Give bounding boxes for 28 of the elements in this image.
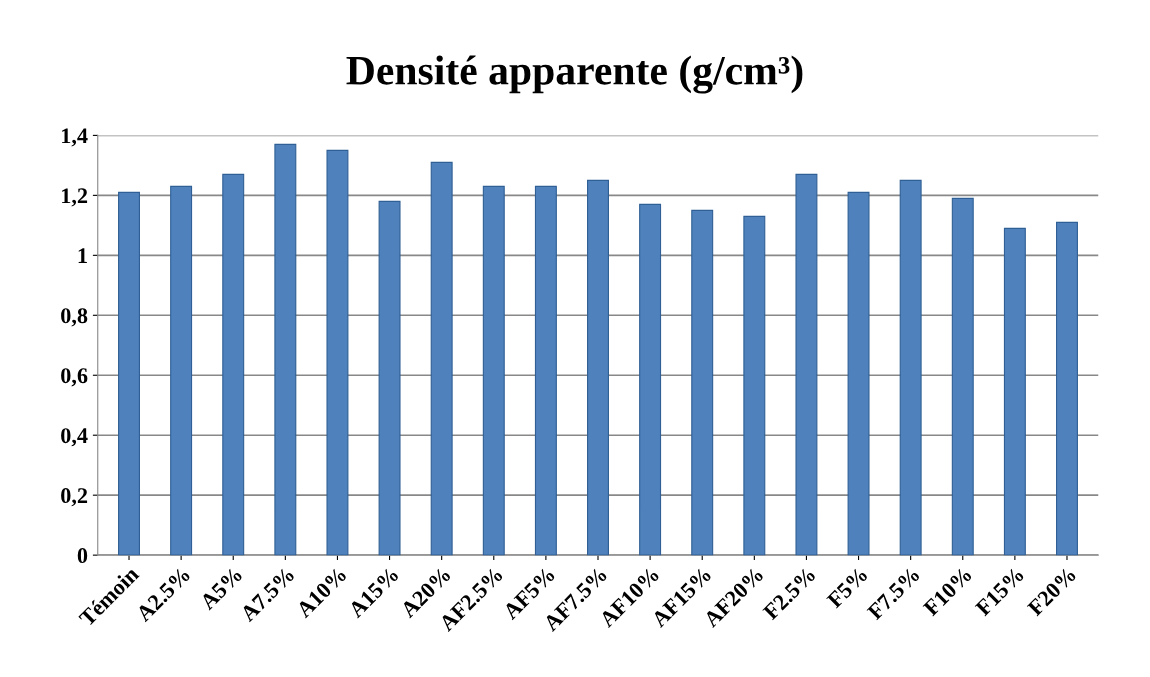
y-tick-label: 0 <box>77 548 88 564</box>
bar <box>587 179 609 556</box>
bar <box>326 149 349 556</box>
bar <box>222 173 245 556</box>
y-tick-label: 0,4 <box>61 428 88 447</box>
bar <box>118 191 140 556</box>
bar <box>899 179 922 556</box>
y-tick-label: 1,4 <box>62 128 88 147</box>
bar <box>951 197 974 556</box>
bar <box>639 203 662 556</box>
y-tick-label: 0,6 <box>61 368 88 387</box>
y-tick-label: 0,2 <box>61 488 88 507</box>
bar <box>274 143 297 556</box>
bar <box>691 209 714 556</box>
bar <box>743 215 766 556</box>
bar <box>795 173 818 556</box>
bar <box>170 185 193 556</box>
bar <box>430 161 453 556</box>
bar <box>534 185 557 556</box>
bar <box>378 200 401 556</box>
bar <box>847 191 870 556</box>
bar <box>1003 227 1026 556</box>
bar <box>482 185 505 556</box>
chart-title: Densité apparente (g/cm³) <box>346 55 803 94</box>
y-tick-label: 1,2 <box>62 188 88 207</box>
y-tick-label: 1 <box>78 248 87 264</box>
y-tick-label: 0,8 <box>61 308 88 327</box>
bar <box>1056 221 1078 556</box>
